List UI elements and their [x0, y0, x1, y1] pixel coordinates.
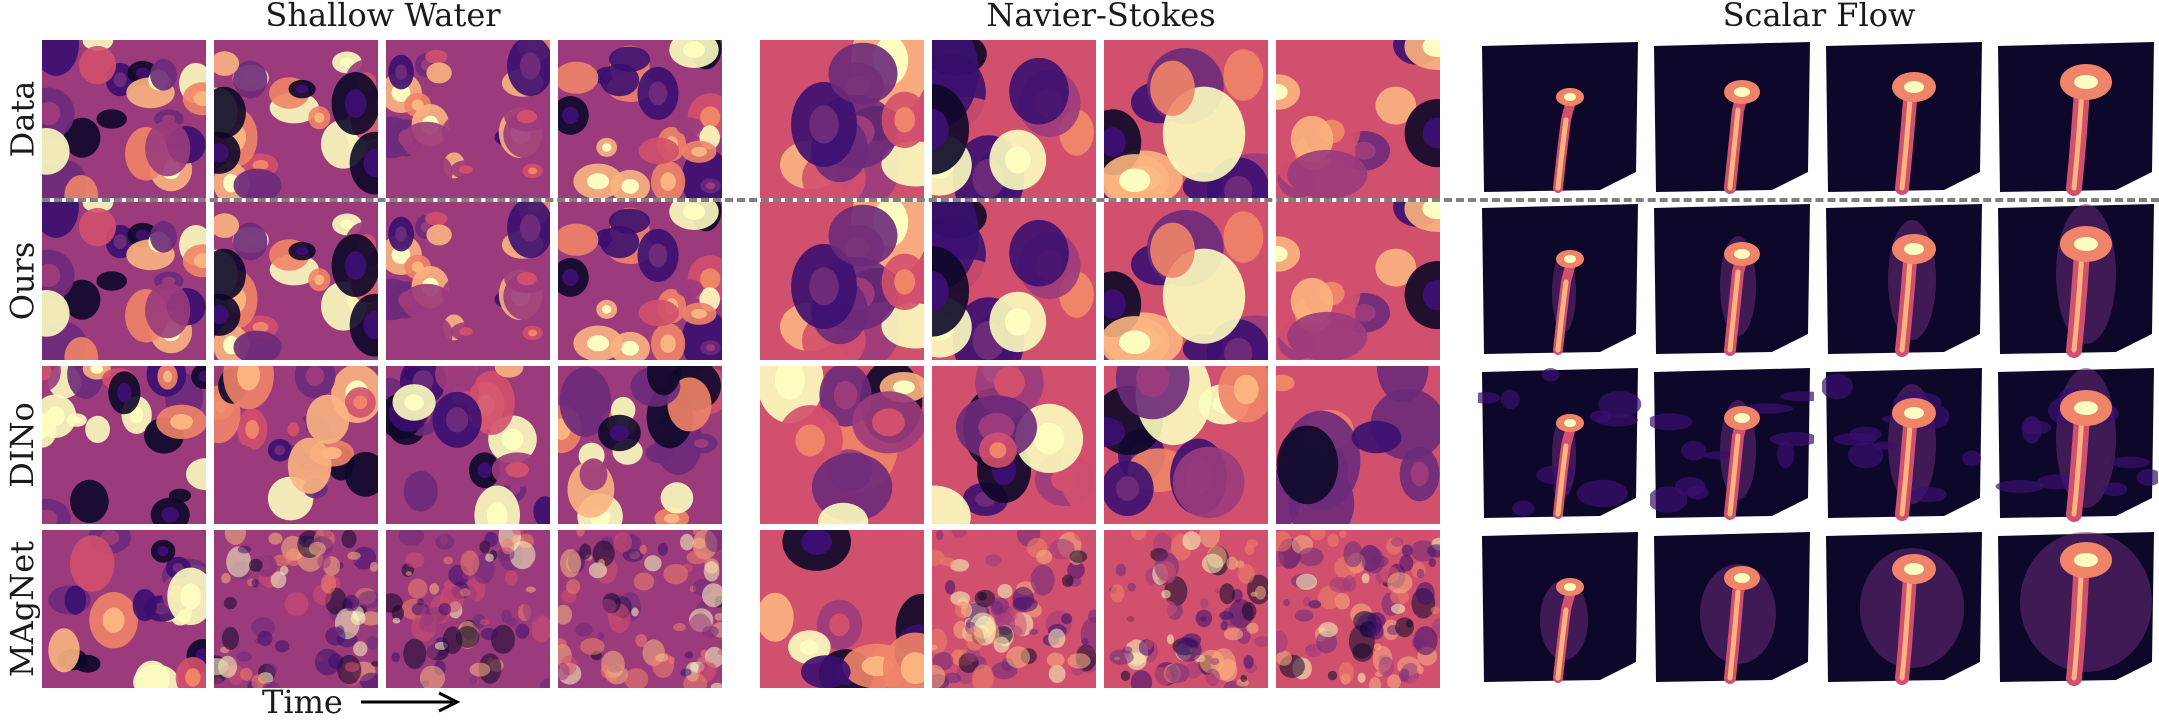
field-panel [932, 202, 1096, 360]
field-panel [760, 202, 924, 360]
group-title-sw: Shallow Water [265, 0, 501, 34]
field-panel [1276, 366, 1440, 524]
field-panel [42, 202, 206, 360]
field-panel [932, 40, 1096, 198]
field-panel [1994, 202, 2158, 360]
time-label: Time [262, 683, 343, 721]
row-label-data: Data [0, 40, 44, 198]
field-panel [386, 530, 550, 688]
row-label-text: Data [3, 80, 42, 158]
field-panel [558, 530, 722, 688]
field-panel [1104, 530, 1268, 688]
field-panel [1650, 366, 1814, 524]
arrow-right-icon [360, 691, 461, 713]
field-panel [42, 366, 206, 524]
field-panel [760, 366, 924, 524]
field-panel [1104, 202, 1268, 360]
field-panel [558, 366, 722, 524]
field-panel [1104, 40, 1268, 198]
field-panel [386, 202, 550, 360]
field-panel [1822, 530, 1986, 688]
field-panel [932, 530, 1096, 688]
row-label-magnet: MAgNet [0, 530, 44, 688]
field-panel [1994, 530, 2158, 688]
field-panel [386, 40, 550, 198]
field-panel [214, 366, 378, 524]
field-panel [1276, 202, 1440, 360]
field-panel [214, 40, 378, 198]
field-panel [214, 530, 378, 688]
field-panel [1276, 40, 1440, 198]
field-panel [42, 530, 206, 688]
field-panel [1104, 366, 1268, 524]
field-panel [1650, 40, 1814, 198]
row-label-dino: DINo [0, 366, 44, 524]
field-panel [1994, 40, 2158, 198]
field-panel [1478, 366, 1642, 524]
field-panel [1478, 40, 1642, 198]
field-panel [1822, 40, 1986, 198]
field-panel [760, 40, 924, 198]
row-label-text: Ours [3, 241, 41, 321]
field-panel [1822, 366, 1986, 524]
group-title-sf: Scalar Flow [1722, 0, 1916, 34]
field-panel [558, 202, 722, 360]
field-panel [1822, 202, 1986, 360]
field-panel [386, 366, 550, 524]
row-label-text: DINo [3, 402, 41, 488]
dashed-separator [42, 198, 2159, 202]
time-axis: Time [262, 686, 461, 718]
field-panel [1276, 530, 1440, 688]
row-label-ours: Ours [0, 202, 44, 360]
field-panel [1478, 202, 1642, 360]
field-panel [1478, 530, 1642, 688]
field-panel [1650, 202, 1814, 360]
field-panel [1994, 366, 2158, 524]
group-title-ns: Navier-Stokes [986, 0, 1216, 34]
field-panel [760, 530, 924, 688]
field-panel [42, 40, 206, 198]
field-panel [932, 366, 1096, 524]
field-panel [214, 202, 378, 360]
field-panel [1650, 530, 1814, 688]
row-label-text: MAgNet [3, 540, 41, 678]
field-panel [558, 40, 722, 198]
